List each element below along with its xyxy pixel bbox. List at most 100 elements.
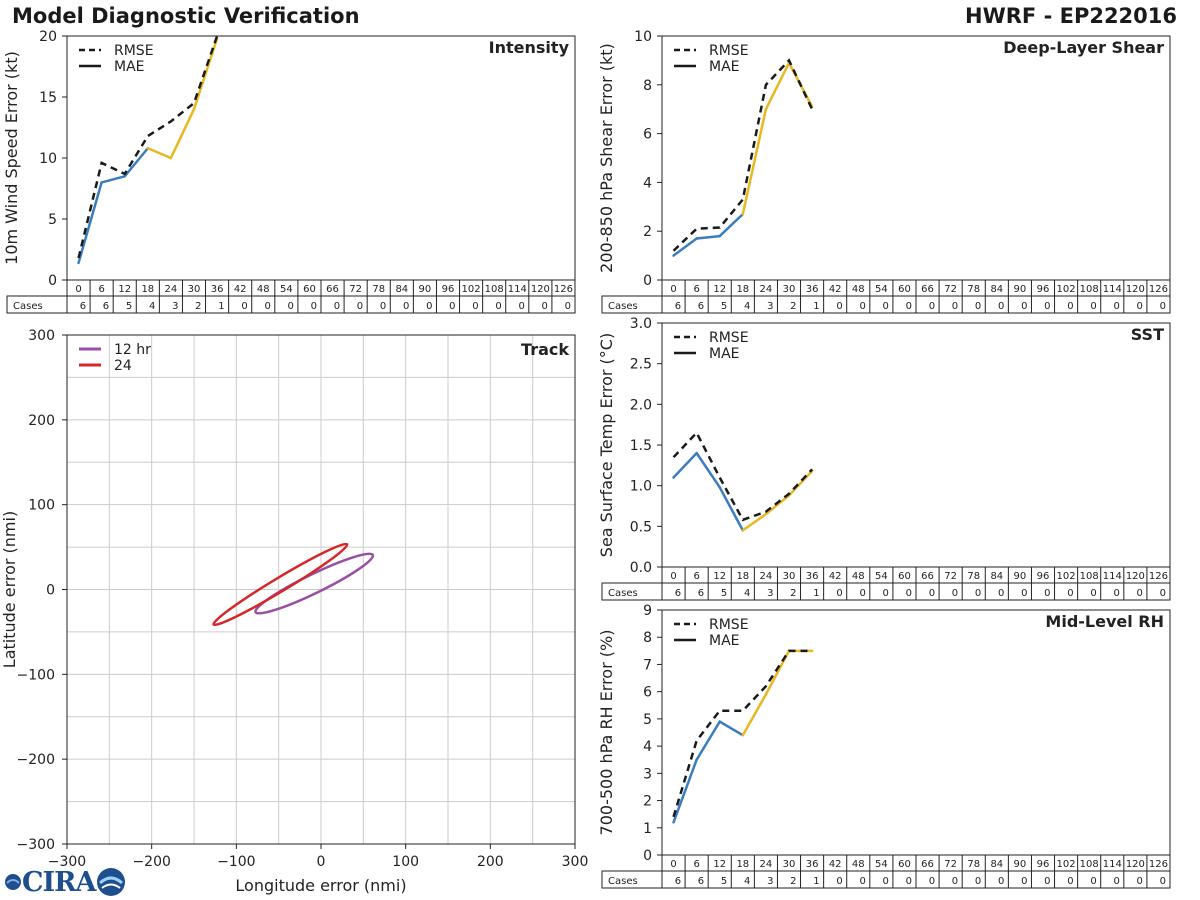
track-xtick-label: 200 xyxy=(477,854,504,870)
shear-table-hour: 12 xyxy=(713,284,726,295)
sst-table-hour: 96 xyxy=(1037,571,1050,582)
sst-table-case: 0 xyxy=(836,588,842,599)
track-ytick-label: 200 xyxy=(28,413,55,429)
shear-table-case: 6 xyxy=(675,301,681,312)
intensity-table-case: 1 xyxy=(218,301,224,312)
rh-table-hour: 96 xyxy=(1037,859,1050,870)
sst-table-case: 0 xyxy=(1160,588,1166,599)
rh-table-hour: 90 xyxy=(1014,859,1027,870)
rh-table-hour: 126 xyxy=(1149,859,1168,870)
intensity-table-case: 0 xyxy=(472,301,478,312)
intensity-ytick-label: 5 xyxy=(48,212,57,228)
sst-table-case: 6 xyxy=(698,588,704,599)
shear-mae-segment xyxy=(718,212,745,238)
rh-ytick-label: 5 xyxy=(643,712,652,728)
sst-rmse-line xyxy=(672,430,813,522)
sst-mae-segment xyxy=(764,494,791,516)
sst-mae-segment xyxy=(718,486,745,532)
track-ytick-label: 0 xyxy=(46,583,55,599)
intensity-table-case: 0 xyxy=(288,301,294,312)
intensity-table-hour: 90 xyxy=(419,284,432,295)
sst-table-hour: 48 xyxy=(852,571,865,582)
rh-table-hour: 84 xyxy=(990,859,1003,870)
sst-table-hour: 102 xyxy=(1057,571,1076,582)
rh-table-hour: 48 xyxy=(852,859,865,870)
shear-table-case: 0 xyxy=(929,301,935,312)
sst-table-hour: 36 xyxy=(806,571,819,582)
rh-table-case: 6 xyxy=(698,876,704,887)
sst-table-case: 1 xyxy=(813,588,819,599)
rh-table-hour: 78 xyxy=(967,859,980,870)
intensity-table-case: 0 xyxy=(518,301,524,312)
rh-table-hour: 54 xyxy=(875,859,888,870)
intensity-table-hour: 78 xyxy=(372,284,385,295)
sst-mae-segment xyxy=(741,512,768,532)
intensity-table-case: 0 xyxy=(565,301,571,312)
sst-ytick-label: 1.0 xyxy=(630,479,652,495)
sst-table-case: 5 xyxy=(721,588,727,599)
shear-table-hour: 18 xyxy=(736,284,749,295)
intensity-mae-segment xyxy=(77,181,103,265)
intensity-table-case: 0 xyxy=(334,301,340,312)
track-ytick-label: 300 xyxy=(28,328,55,344)
intensity-legend-mae-label: MAE xyxy=(114,59,145,75)
intensity-mae-segment xyxy=(100,175,126,184)
shear-table-case: 0 xyxy=(859,301,865,312)
shear-table-case: 0 xyxy=(906,301,912,312)
shear-table-case: 0 xyxy=(1137,301,1143,312)
sst-legend-mae-label: MAE xyxy=(709,346,740,362)
intensity-rmse-line xyxy=(77,35,219,259)
rh-table-hour: 30 xyxy=(783,859,796,870)
intensity-table-case: 3 xyxy=(172,301,178,312)
intensity-table-hour: 126 xyxy=(554,284,573,295)
rh-table-case: 0 xyxy=(1137,876,1143,887)
sst-ytick-label: 0.0 xyxy=(630,560,652,576)
intensity-table-hour: 120 xyxy=(531,284,550,295)
sst-table-case: 6 xyxy=(675,588,681,599)
sst-table-case: 0 xyxy=(859,588,865,599)
rh-table-case: 0 xyxy=(1021,876,1027,887)
rh-table-case: 0 xyxy=(1090,876,1096,887)
track-xtick-label: −100 xyxy=(217,854,255,870)
sst-ytick-label: 0.5 xyxy=(630,519,652,535)
track-legend-label-0: 12 hr xyxy=(114,342,151,358)
sst-table-hour: 42 xyxy=(829,571,842,582)
rh-table-case: 6 xyxy=(675,876,681,887)
rh-mae-segment xyxy=(718,720,745,737)
sst-table-case: 0 xyxy=(998,588,1004,599)
shear-table-case: 3 xyxy=(767,301,773,312)
rh-ytick-label: 3 xyxy=(643,766,652,782)
shear-table-hour: 102 xyxy=(1057,284,1076,295)
shear-ytick-label: 2 xyxy=(643,224,652,240)
shear-cases-label: Cases xyxy=(608,301,638,312)
sst-table-hour: 24 xyxy=(760,571,773,582)
shear-ytick-label: 0 xyxy=(643,273,652,289)
rh-rmse-line xyxy=(672,649,813,818)
intensity-ylabel: 10m Wind Speed Error (kt) xyxy=(2,51,21,265)
intensity-title: Intensity xyxy=(489,38,570,57)
rh-table-case: 0 xyxy=(1044,876,1050,887)
rh-table-hour: 120 xyxy=(1126,859,1145,870)
track-title: Track xyxy=(521,340,569,359)
intensity-table-case: 0 xyxy=(357,301,363,312)
rh-cases-label-box xyxy=(601,870,663,889)
intensity-table-hour: 72 xyxy=(349,284,362,295)
shear-table-hour: 96 xyxy=(1037,284,1050,295)
shear-table-hour: 126 xyxy=(1149,284,1168,295)
shear-ytick-label: 6 xyxy=(643,127,652,143)
sst-ytick-label: 3.0 xyxy=(630,316,652,332)
rh-table-case: 0 xyxy=(906,876,912,887)
intensity-table-case: 5 xyxy=(126,301,132,312)
intensity-table-hour: 66 xyxy=(326,284,339,295)
intensity-table-case: 6 xyxy=(80,301,86,312)
intensity-table-case: 0 xyxy=(495,301,501,312)
sst-table-case: 4 xyxy=(744,588,750,599)
sst-table-hour: 78 xyxy=(967,571,980,582)
sst-table-hour: 18 xyxy=(736,571,749,582)
rh-table-hour: 60 xyxy=(898,859,911,870)
rh-title: Mid-Level RH xyxy=(1045,612,1164,631)
shear-table-case: 0 xyxy=(998,301,1004,312)
sst-ytick-label: 1.5 xyxy=(630,438,652,454)
sst-table-hour: 0 xyxy=(670,571,676,582)
